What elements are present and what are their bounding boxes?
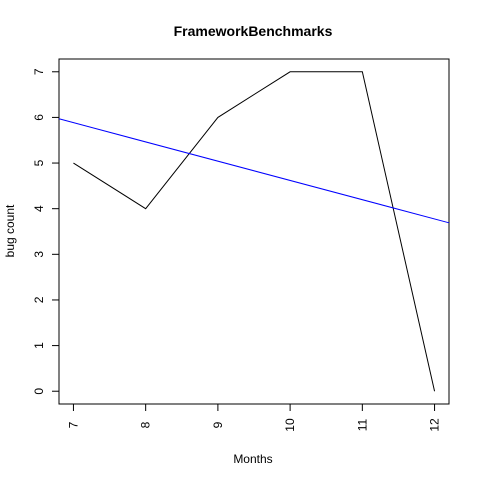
series-layer [58,71,450,392]
x-axis-label: Months [233,452,272,466]
y-tick-label: 4 [32,205,46,212]
trend-line [58,118,450,224]
y-tick-label: 7 [32,68,46,75]
y-tick-label: 0 [32,388,46,395]
x-tick-label: 11 [355,418,369,431]
y-tick-label: 2 [32,296,46,303]
y-axis: 0 1 2 3 4 5 6 7 [32,68,59,395]
x-tick-label: 7 [66,421,80,428]
chart-title: FrameworkBenchmarks [174,23,333,39]
y-tick-label: 6 [32,114,46,121]
series-line-0 [73,71,436,392]
y-tick-label: 3 [32,251,46,258]
y-tick-label: 5 [32,159,46,166]
y-axis-label: bug count [3,204,17,257]
x-axis: 7 8 9 10 11 12 [66,404,442,432]
plot-area [58,58,450,405]
x-tick-label: 9 [211,421,225,428]
y-tick-label: 1 [32,342,46,349]
x-tick-label: 8 [139,421,153,428]
x-tick-label: 10 [283,418,297,432]
x-tick-label: 12 [428,418,442,432]
